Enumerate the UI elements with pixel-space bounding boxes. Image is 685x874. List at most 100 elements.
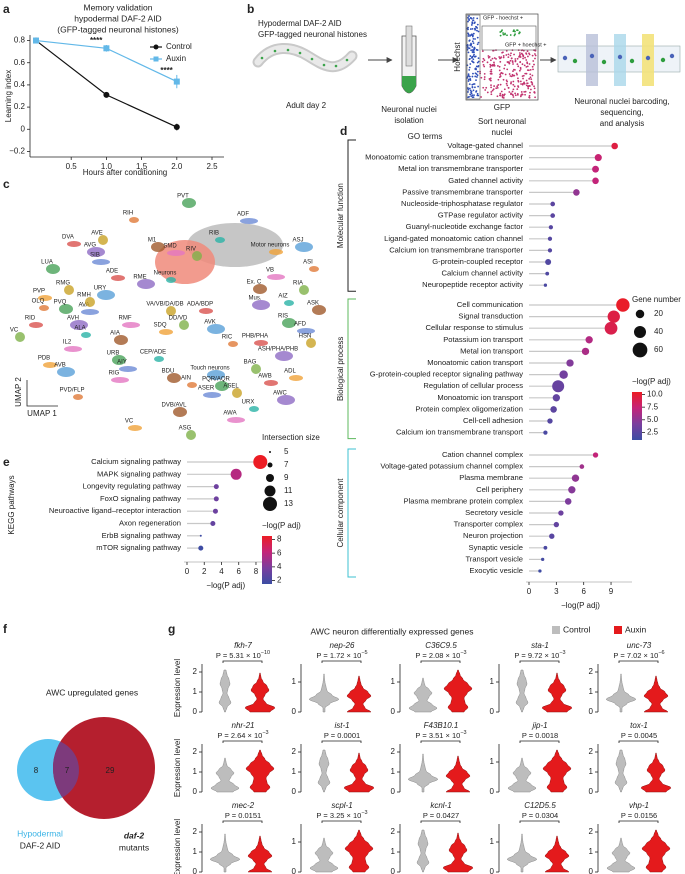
p-value: P = 3.51 × 10−3 [415, 730, 466, 740]
facs-dot [489, 70, 492, 73]
p-value-text: P = 2.64 × 10 [217, 731, 262, 740]
term-label: Cation channel complex [442, 450, 523, 459]
cluster [254, 340, 268, 346]
cluster-label: VA/VB/DA/DB [146, 302, 183, 308]
facs-dot [501, 72, 504, 75]
p-value-exponent: −3 [262, 730, 268, 736]
facs-dot [519, 61, 522, 64]
violin-control [408, 677, 438, 713]
set-count: 29 [106, 766, 115, 775]
facs-dot [530, 81, 533, 83]
cluster [297, 328, 315, 334]
violin-control [209, 833, 241, 873]
facs-dot [526, 50, 529, 53]
x-tick-label: 1.0 [101, 162, 113, 171]
cluster [85, 297, 95, 307]
facs-dot [518, 52, 521, 54]
p-value-exponent: −3 [460, 730, 466, 736]
term-label: Passive transmembrane transporter [402, 187, 523, 196]
cluster-label: ADE [106, 269, 118, 275]
cluster-label: AVH [67, 316, 79, 322]
y-tick-label: 0 [589, 787, 594, 796]
cluster-label: Ex. C [247, 280, 262, 286]
cluster-label: ADL [284, 369, 296, 375]
cluster-label: BAG [244, 360, 257, 366]
panel-label: c [3, 177, 10, 191]
set-circle [53, 717, 155, 819]
facs-dot [532, 68, 534, 71]
cluster-label: AWB [258, 374, 271, 380]
cluster-label: VB [266, 268, 274, 274]
neuron-dot [298, 51, 302, 55]
facs-dot [467, 20, 469, 23]
chart-title: hypodermal DAF-2 AID [74, 13, 161, 23]
cluster [249, 406, 259, 412]
p-value: P = 1.72 × 10−5 [316, 650, 367, 660]
facs-dot [475, 65, 478, 68]
facs-dot [482, 63, 485, 66]
facs-dot [467, 26, 469, 29]
gene-name: fkh-7 [234, 641, 252, 650]
facs-dot [517, 65, 520, 68]
facs-dot [471, 46, 474, 48]
facs-dot [527, 87, 530, 90]
facs-dot [503, 93, 506, 96]
facs-dot [471, 96, 474, 99]
dot [547, 248, 553, 253]
comparison-bracket [222, 660, 263, 663]
facs-dot [493, 85, 496, 87]
facs-dot [486, 61, 489, 64]
cluster-label: RMF [119, 316, 132, 322]
facs-dot [471, 60, 474, 63]
cluster [166, 306, 176, 316]
x-tick-label: 9 [609, 587, 614, 596]
facs-dot [516, 63, 519, 66]
facs-dot [500, 56, 503, 59]
facs-dot [471, 94, 474, 97]
cluster-label: ASER [198, 386, 215, 392]
droplet [669, 53, 675, 59]
p-value-text: P = 5.31 × 10 [216, 651, 261, 660]
neuron-dot [286, 48, 290, 52]
cluster [306, 338, 316, 348]
facs-dot [517, 77, 519, 80]
facs-dot [523, 82, 526, 85]
dot [594, 154, 602, 162]
cluster-label: SMD [163, 244, 177, 250]
facs-dot [513, 85, 516, 88]
term-label: Monoatomic ion transport [437, 393, 524, 402]
term-label: MAPK signaling pathway [97, 469, 181, 478]
facs-dot [499, 73, 501, 76]
y-tick-label: −0.2 [9, 147, 25, 156]
facs-dot [513, 68, 515, 71]
facs-dot [512, 30, 515, 33]
annotation: **** [160, 66, 173, 75]
facs-dot [474, 75, 477, 78]
facs-dot [532, 60, 535, 62]
facs-dot [528, 52, 530, 55]
facs-dot [467, 88, 470, 91]
facs-dot [533, 87, 536, 90]
y-tick-label: 0 [490, 707, 495, 716]
cluster-label: Neurons [154, 271, 177, 277]
dot [592, 165, 599, 173]
facs-dot [506, 80, 509, 83]
facs-dot [534, 57, 536, 60]
cluster [167, 373, 181, 383]
violin-control [317, 749, 331, 793]
cluster [186, 430, 196, 440]
droplet [572, 58, 578, 64]
comparison-bracket [519, 820, 560, 823]
p-value-text: P = 0.0151 [225, 811, 261, 820]
facs-dot [467, 80, 470, 82]
gene-name: unc-73 [627, 641, 652, 650]
panel-label: f [3, 622, 8, 636]
cluster-label: RID [25, 316, 36, 322]
neuron-dot [322, 63, 326, 67]
neuron-dot [273, 49, 277, 53]
facs-dot [490, 84, 492, 87]
legend-size [633, 325, 647, 339]
p-value-text: P = 3.25 × 10 [316, 811, 361, 820]
facs-dot [525, 84, 528, 87]
facs-dot [476, 36, 479, 39]
